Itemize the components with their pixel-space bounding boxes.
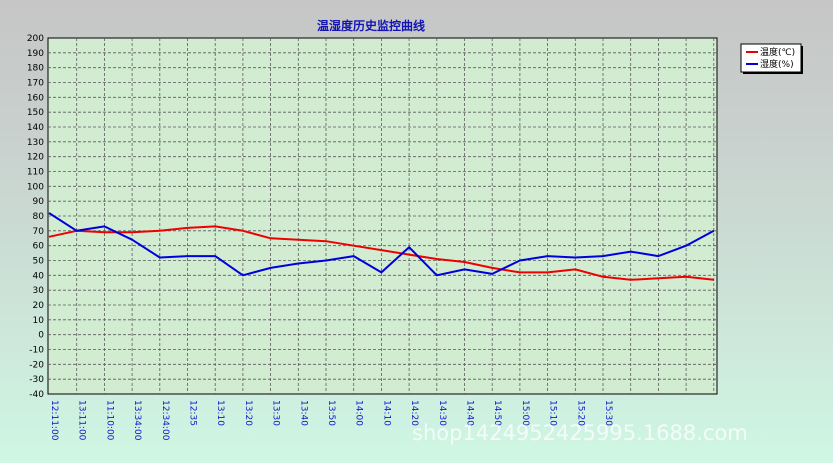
- series-line-humidity: [48, 212, 715, 277]
- y-tick-label: 180: [27, 64, 44, 74]
- y-tick-label: -10: [29, 346, 44, 356]
- y-tick-label: 100: [27, 182, 44, 192]
- x-tick-label: 15:30: [603, 400, 613, 426]
- x-tick-label: 14:40: [465, 400, 475, 426]
- watermark: shop1424952425995.1688.com: [412, 421, 748, 445]
- y-axis-ticks: 2001901801701601501401301201101009080706…: [27, 34, 44, 400]
- x-axis-ticks: 12:11:00 13:11:00 11:10:00 13:34:00 12:34:00…: [49, 400, 613, 441]
- legend: 温度(℃) 湿度(%): [740, 43, 803, 74]
- x-tick-label: 15:10: [548, 400, 558, 426]
- y-tick-label: 10: [33, 316, 45, 326]
- x-tick-label: 14:00: [354, 400, 364, 426]
- y-tick-label: 30: [33, 286, 45, 296]
- y-tick-label: -30: [29, 375, 44, 385]
- y-tick-label: 60: [33, 242, 45, 252]
- y-tick-label: 80: [33, 212, 45, 222]
- y-tick-label: 70: [33, 227, 45, 237]
- x-tick-label: 15:20: [575, 400, 585, 426]
- x-tick-label: 13:11:00: [77, 400, 87, 441]
- x-tick-label: 13:30: [271, 400, 281, 426]
- x-tick-label: 15:00: [520, 400, 530, 426]
- x-tick-label: 12:34:00: [160, 400, 170, 441]
- x-tick-label: 14:50: [492, 400, 502, 426]
- chart-title: 温湿度历史监控曲线: [317, 18, 425, 33]
- x-tick-label: 13:10: [215, 400, 225, 426]
- legend-label-temperature: 温度(℃): [760, 46, 795, 58]
- x-tick-label: 13:20: [243, 400, 253, 426]
- x-tick-label: 12:11:00: [49, 400, 59, 441]
- x-tick-label: 13:40: [298, 400, 308, 426]
- y-tick-label: 120: [27, 153, 44, 163]
- x-tick-label: 11:10:00: [104, 400, 114, 441]
- y-tick-label: -20: [29, 360, 44, 370]
- y-tick-label: -40: [29, 390, 44, 400]
- x-tick-label: 14:20: [409, 400, 419, 426]
- legend-box: [740, 43, 802, 73]
- y-tick-label: 200: [27, 34, 44, 44]
- y-tick-label: 50: [33, 257, 45, 267]
- series-lines: [48, 212, 715, 281]
- x-tick-label: 14:30: [437, 400, 447, 426]
- x-tick-label: 12:35: [188, 400, 198, 426]
- y-tick-label: 170: [27, 79, 44, 89]
- x-tick-label: 13:34:00: [132, 400, 142, 441]
- y-tick-label: 40: [33, 271, 45, 281]
- y-tick-label: 160: [27, 93, 44, 103]
- y-tick-label: 90: [33, 197, 45, 207]
- legend-label-humidity: 湿度(%): [760, 58, 794, 70]
- y-tick-label: 130: [27, 138, 44, 148]
- series-line-temperature: [48, 225, 714, 281]
- y-tick-label: 190: [27, 49, 44, 59]
- x-tick-label: 13:50: [326, 400, 336, 426]
- y-tick-label: 140: [27, 123, 44, 133]
- y-tick-label: 150: [27, 108, 44, 118]
- y-tick-label: 110: [27, 168, 44, 178]
- x-tick-label: 14:10: [381, 400, 391, 426]
- y-tick-label: 20: [33, 301, 45, 311]
- y-tick-label: 0: [38, 331, 44, 341]
